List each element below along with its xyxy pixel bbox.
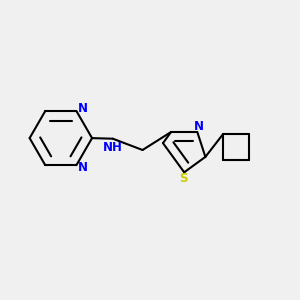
Text: S: S [179,172,188,185]
Text: N: N [194,119,204,133]
Text: N: N [78,102,88,115]
Text: NH: NH [103,140,123,154]
Text: N: N [78,161,88,174]
